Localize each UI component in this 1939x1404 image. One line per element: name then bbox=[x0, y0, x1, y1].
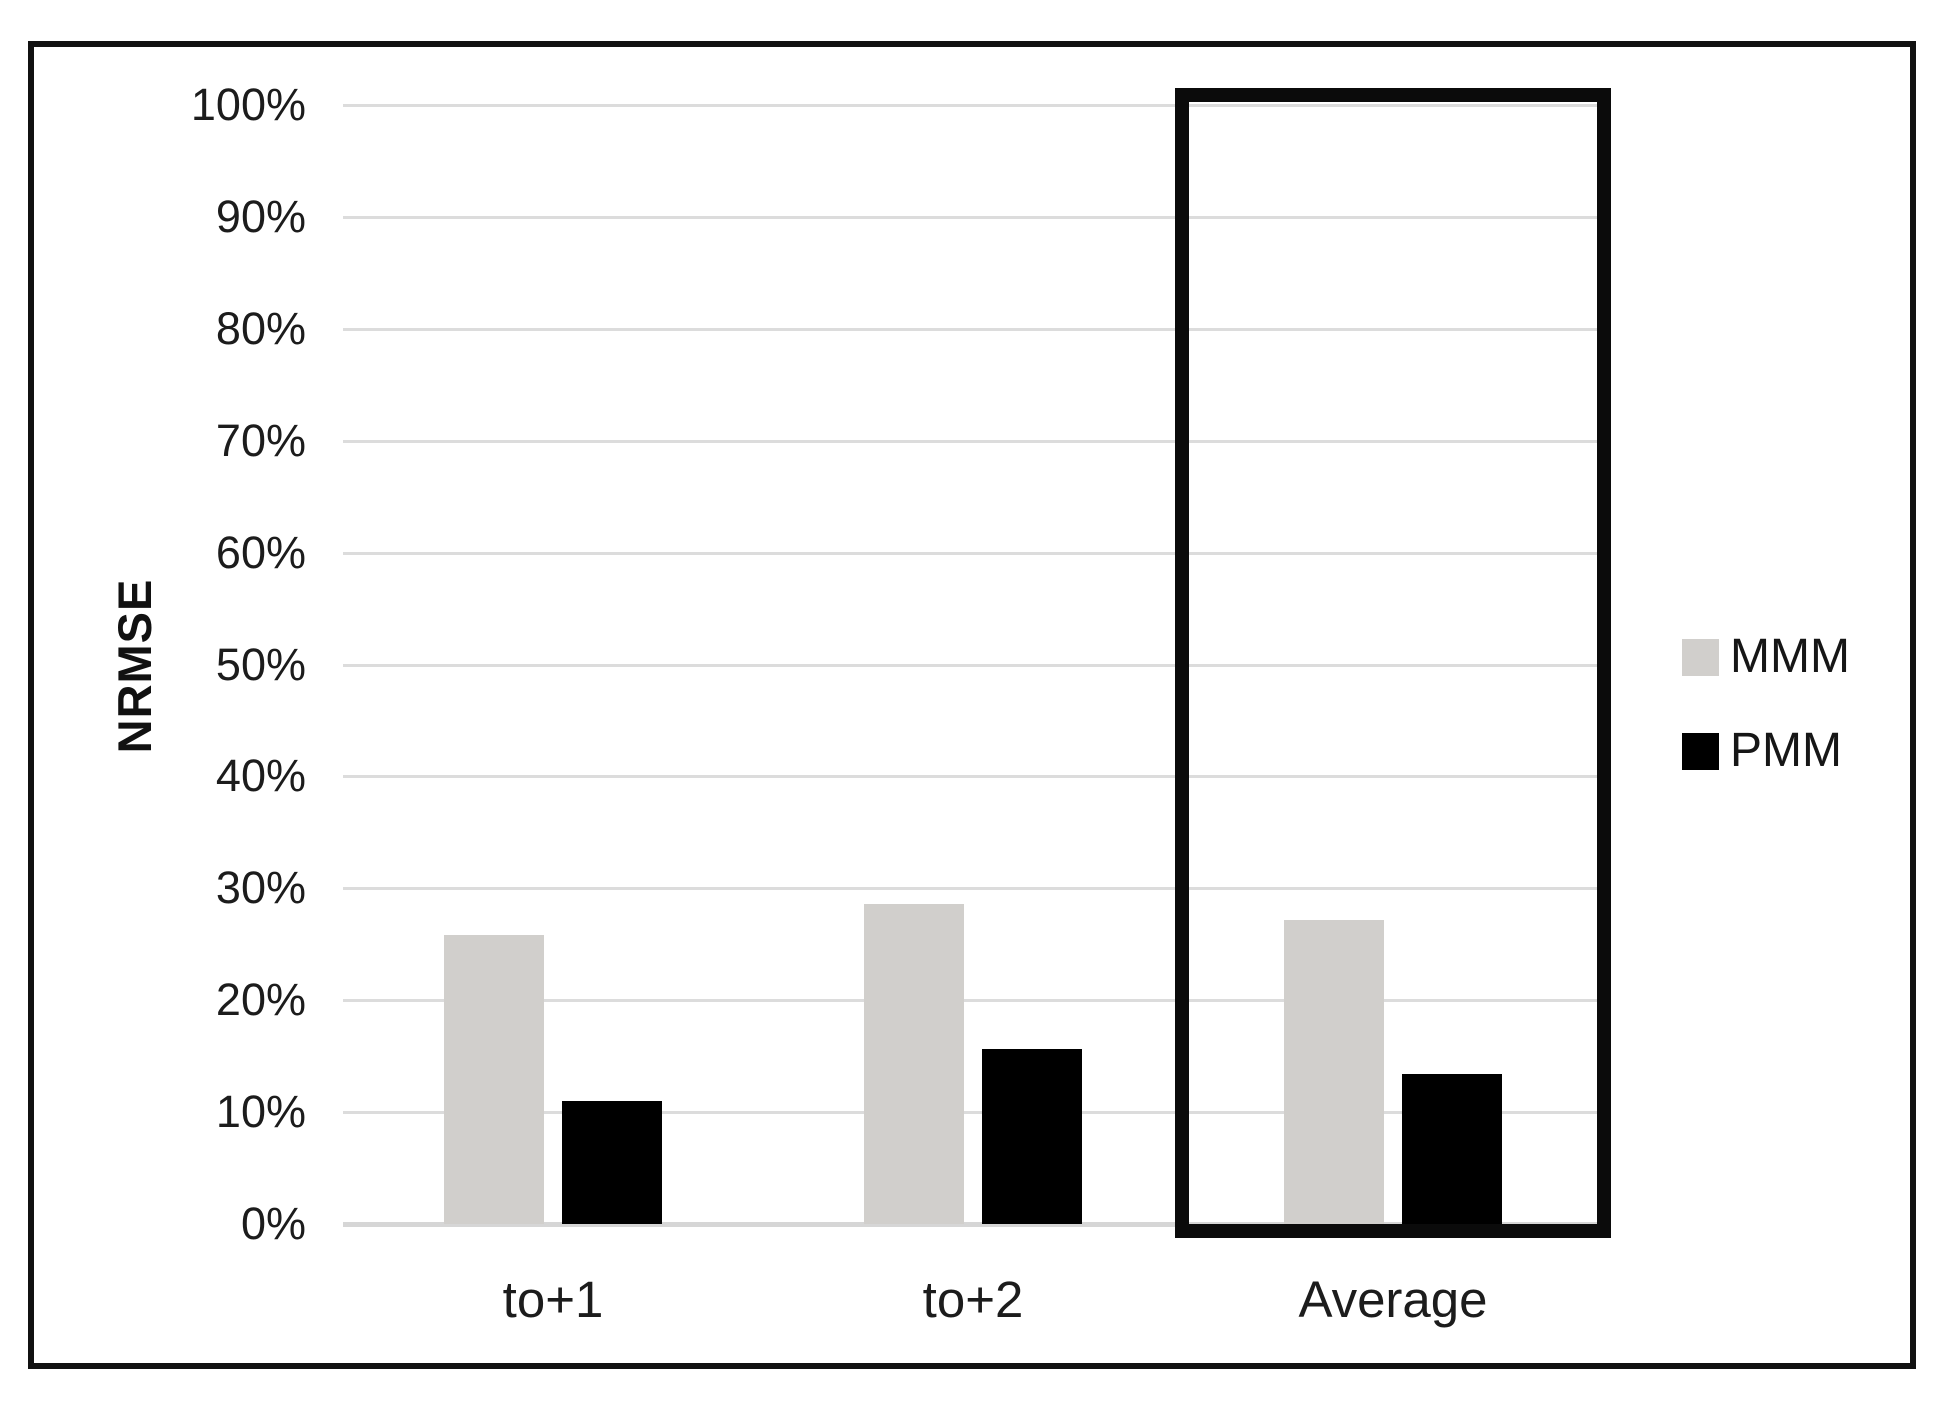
gridline-70% bbox=[343, 439, 1603, 443]
gridline-50% bbox=[343, 663, 1603, 667]
chart-border-frame bbox=[28, 41, 1916, 1369]
gridline-10% bbox=[343, 1111, 1603, 1115]
legend-item-pmm: PMM bbox=[1682, 724, 1850, 777]
legend: MMM PMM bbox=[1682, 630, 1850, 777]
bar-pmm-to+2 bbox=[982, 1049, 1082, 1224]
legend-label-pmm: PMM bbox=[1730, 724, 1842, 777]
y-tick-label-100%: 100% bbox=[190, 79, 306, 130]
legend-label-mmm: MMM bbox=[1730, 630, 1850, 683]
bar-pmm-to+1 bbox=[562, 1100, 662, 1224]
bar-mmm-to+2 bbox=[864, 903, 964, 1224]
legend-item-mmm: MMM bbox=[1682, 630, 1850, 683]
average-highlight-box bbox=[1175, 88, 1611, 1238]
y-tick-label-50%: 50% bbox=[215, 638, 306, 690]
bar-mmm-to+1 bbox=[444, 935, 544, 1224]
gridline-40% bbox=[343, 775, 1603, 779]
gridline-60% bbox=[343, 551, 1603, 555]
gridline-80% bbox=[343, 327, 1603, 331]
y-tick-label-20%: 20% bbox=[215, 974, 306, 1026]
bar-mmm-Average bbox=[1284, 919, 1384, 1224]
x-tick-label-to+1: to+1 bbox=[502, 1271, 604, 1328]
gridline-90% bbox=[343, 215, 1603, 219]
gridline-0% bbox=[343, 1222, 1603, 1227]
gridline-100% bbox=[343, 104, 1603, 107]
gridline-30% bbox=[343, 887, 1603, 891]
y-tick-label-60%: 60% bbox=[215, 526, 306, 578]
y-tick-label-90%: 90% bbox=[215, 190, 306, 242]
y-tick-label-30%: 30% bbox=[215, 862, 306, 914]
mmm-series-swatch-icon bbox=[1682, 638, 1719, 676]
y-tick-label-40%: 40% bbox=[215, 750, 306, 802]
y-tick-label-0%: 0% bbox=[240, 1198, 306, 1249]
x-tick-label-Average: Average bbox=[1298, 1271, 1488, 1328]
y-tick-label-70%: 70% bbox=[215, 414, 306, 466]
gridline-20% bbox=[343, 999, 1603, 1003]
pmm-series-swatch-icon bbox=[1682, 732, 1719, 770]
x-tick-label-to+2: to+2 bbox=[922, 1271, 1024, 1328]
y-tick-label-10%: 10% bbox=[215, 1086, 306, 1138]
bar-pmm-Average bbox=[1402, 1074, 1502, 1224]
y-tick-label-80%: 80% bbox=[215, 302, 306, 354]
